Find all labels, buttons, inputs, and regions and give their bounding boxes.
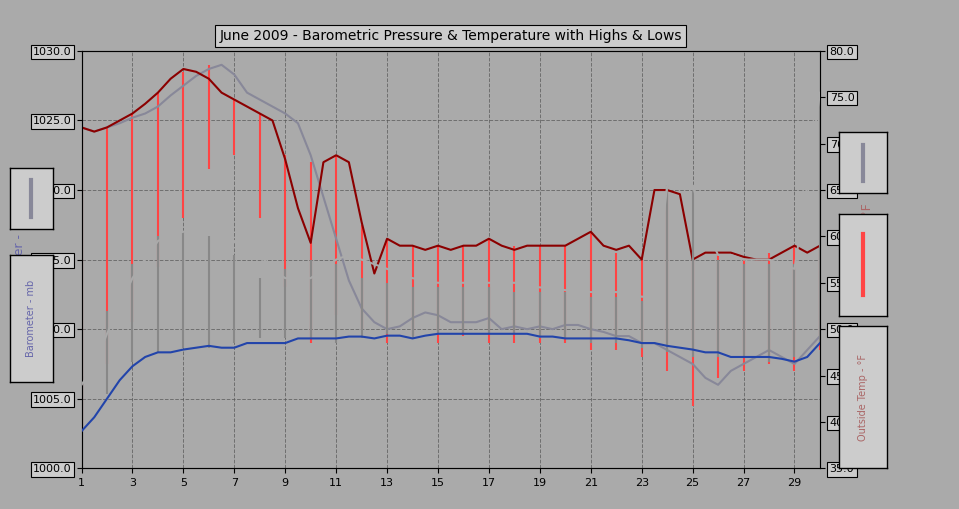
Y-axis label: Outside Temp - °F: Outside Temp - °F: [861, 204, 875, 316]
Text: Barometer - mb: Barometer - mb: [26, 279, 36, 357]
Y-axis label: Barometer - mb: Barometer - mb: [13, 210, 26, 309]
Title: June 2009 - Barometric Pressure & Temperature with Highs & Lows: June 2009 - Barometric Pressure & Temper…: [220, 29, 682, 43]
Text: Outside Temp - °F: Outside Temp - °F: [858, 354, 868, 440]
